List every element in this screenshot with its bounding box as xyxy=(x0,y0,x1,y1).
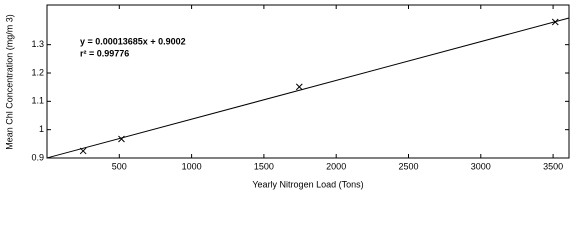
x-tick-label: 2500 xyxy=(398,161,418,171)
y-tick-label: 1.1 xyxy=(31,96,44,106)
x-tick-label: 1500 xyxy=(254,161,274,171)
x-tick-label: 3000 xyxy=(471,161,491,171)
x-tick-label: 3500 xyxy=(543,161,563,171)
x-axis-label: Yearly Nitrogen Load (Tons) xyxy=(252,179,363,189)
trend-line xyxy=(46,17,570,159)
x-tick-label: 1000 xyxy=(182,161,202,171)
plot-frame xyxy=(46,4,570,159)
y-tick-label: 1.2 xyxy=(31,67,44,77)
equation: y = 0.00013685x + 0.9002 xyxy=(80,36,186,46)
chart: Yearly Nitrogen Load (Tons) Mean Chl Con… xyxy=(4,4,570,189)
x-tick-label: 2000 xyxy=(326,161,346,171)
y-tick-label: 1 xyxy=(39,124,44,134)
y-axis-label: Mean Chl Concentration (mg/m 3) xyxy=(4,14,14,150)
x-tick-label: 500 xyxy=(112,161,127,171)
point xyxy=(295,83,303,91)
y-tick-label: 1.3 xyxy=(31,39,44,49)
r-squared: r² = 0.99776 xyxy=(80,48,129,58)
y-tick-label: 0.9 xyxy=(31,152,44,162)
